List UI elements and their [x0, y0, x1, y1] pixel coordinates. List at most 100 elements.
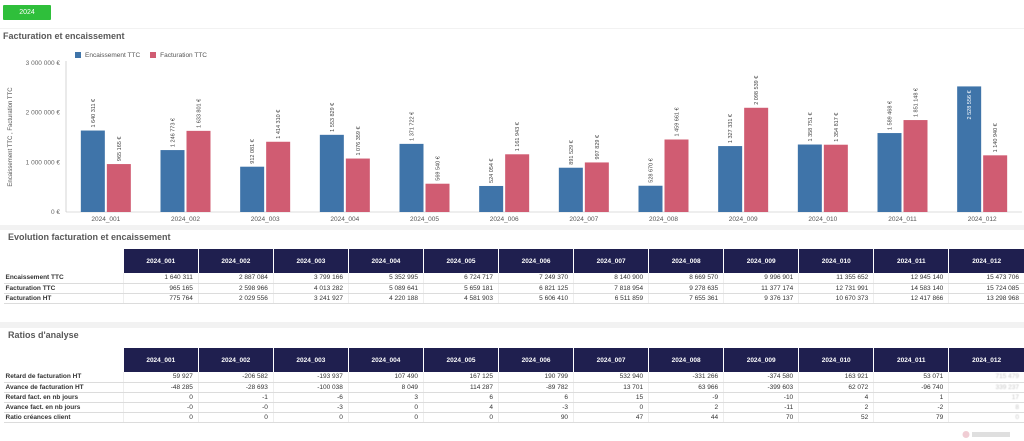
brand-logo: [962, 431, 1010, 438]
table-cell: 7 249 370: [498, 273, 574, 284]
y-tick-label: 0 €: [51, 209, 60, 216]
row-label: Facturation HT: [3, 293, 124, 304]
table-cell: 0: [422, 412, 499, 423]
legend-swatch-facturation: [150, 52, 157, 58]
bar-chart: Encaissement TTC , Facturation TTC 0 € 1 0…: [8, 60, 1022, 223]
ratios-column-header[interactable]: 2024_004: [347, 348, 424, 372]
table-cell: 0: [197, 412, 274, 423]
table-cell: 8 049: [347, 382, 424, 393]
table-cell: -89 782: [497, 382, 574, 393]
table-cell: 59 927: [122, 372, 199, 383]
table-cell: 15 724 085: [948, 283, 1024, 294]
table-cell: 4 013 282: [272, 283, 349, 294]
ratios-column-header[interactable]: 2024_006: [497, 348, 574, 372]
evolution-column-header[interactable]: 2024_001: [122, 249, 199, 273]
table-cell: 6: [422, 392, 499, 403]
table-cell: -0: [197, 402, 274, 413]
ratios-column-header[interactable]: 2024_007: [573, 348, 649, 372]
evolution-column-header[interactable]: 2024_010: [798, 249, 874, 273]
ratios-column-header[interactable]: 2024_002: [197, 348, 274, 372]
ratios-column-header[interactable]: 2024_012: [948, 348, 1024, 372]
table-row: Facturation HT 775 764 2 029 556 3 241 927 4…: [3, 293, 1024, 304]
legend-label-encaissement: Encaissement TTC: [85, 52, 141, 59]
table-cell: 2 598 966: [197, 283, 274, 294]
ratios-column-header[interactable]: 2024_008: [648, 348, 724, 372]
table-cell: 190 799: [497, 372, 574, 383]
bar-facturation: [425, 183, 450, 212]
evolution-column-header[interactable]: 2024_006: [498, 249, 574, 273]
table-row: Facturation TTC 965 165 2 598 966 4 013 282…: [3, 283, 1024, 294]
y-axis-title: Encaissement TTC , Facturation TTC: [8, 87, 14, 187]
bar-value-label: 1 358 751 €: [808, 112, 814, 141]
ratios-column-header[interactable]: 2024_003: [272, 348, 349, 372]
bar-facturation: [823, 144, 848, 212]
legend-item-facturation[interactable]: Facturation TTC: [150, 52, 207, 59]
table-cell: 7 818 954: [573, 283, 649, 294]
table-cell: 9 996 901: [723, 273, 799, 284]
evolution-corner-cell: [3, 249, 124, 273]
x-tick-label: 2024_004: [330, 216, 359, 223]
table-cell: 6 821 125: [498, 283, 574, 294]
table-cell: 9 278 635: [648, 283, 724, 294]
ratios-column-header[interactable]: 2024_005: [422, 348, 499, 372]
evolution-column-header[interactable]: 2024_002: [197, 249, 274, 273]
x-tick-label: 2024_009: [729, 216, 758, 223]
bar-encaissement: [80, 130, 105, 212]
table-cell: 2: [648, 402, 724, 413]
row-label: Retard de facturation HT: [3, 372, 124, 383]
table-cell: 3 799 166: [272, 273, 349, 284]
bar-value-label: 528 670 €: [649, 158, 655, 182]
legend-item-encaissement[interactable]: Encaissement TTC: [75, 52, 140, 59]
bar-value-label: 1 140 940 €: [993, 123, 999, 152]
table-cell: 17: [948, 392, 1024, 403]
table-cell: 167 125: [422, 372, 499, 383]
table-cell: 4: [422, 402, 499, 413]
table-cell: 0: [347, 412, 424, 423]
evolution-column-header[interactable]: 2024_011: [873, 249, 949, 273]
evolution-column-header[interactable]: 2024_009: [723, 249, 799, 273]
table-cell: 6 724 717: [422, 273, 499, 284]
legend-swatch-encaissement: [75, 52, 81, 58]
table-cell: -11: [723, 402, 799, 413]
ratios-column-header[interactable]: 2024_001: [122, 348, 199, 372]
table-cell: -48 285: [122, 382, 199, 393]
evolution-column-header[interactable]: 2024_005: [422, 249, 499, 273]
ratios-column-header[interactable]: 2024_011: [873, 348, 949, 372]
bar-value-label: 891 529 €: [569, 140, 575, 164]
evolution-column-header[interactable]: 2024_003: [272, 249, 349, 273]
table-cell: -193 937: [272, 372, 349, 383]
table-cell: -6: [272, 392, 349, 403]
evolution-column-header[interactable]: 2024_008: [648, 249, 724, 273]
table-cell: 63 966: [648, 382, 724, 393]
ratios-column-header[interactable]: 2024_009: [723, 348, 799, 372]
table-cell: -100 038: [272, 382, 349, 393]
bar-facturation: [345, 158, 370, 212]
x-tick-label: 2024_007: [569, 216, 598, 223]
bar-value-label: 1 246 773 €: [171, 118, 177, 147]
bar-encaissement: [877, 133, 902, 212]
table-cell: -0: [122, 402, 199, 413]
table-cell: 1: [873, 392, 949, 403]
bar-value-label: 2 528 556 €: [967, 90, 973, 119]
bar-value-label: 1 553 829 €: [330, 103, 336, 132]
table-cell: 79: [873, 412, 949, 423]
ratios-column-header[interactable]: 2024_010: [798, 348, 874, 372]
year-filter-button[interactable]: 2024: [3, 5, 51, 20]
x-tick-label: 2024_008: [649, 216, 678, 223]
evolution-column-header[interactable]: 2024_004: [347, 249, 424, 273]
table-cell: 4 220 188: [347, 293, 424, 304]
evolution-column-header[interactable]: 2024_007: [573, 249, 649, 273]
evolution-column-header[interactable]: 2024_012: [948, 249, 1024, 273]
x-tick-label: 2024_011: [888, 216, 917, 223]
table-cell: 6 511 859: [573, 293, 649, 304]
table-cell: -206 582: [197, 372, 274, 383]
table-row: Avance fact. en nb jours -0 -0 -3 0 4 -3 0 2 -11 2…: [3, 402, 1024, 413]
bar-value-label: 1 327 331 €: [728, 114, 734, 143]
table-cell: 0: [347, 402, 424, 413]
bar-value-label: 912 081 €: [250, 139, 256, 163]
table-cell: 6: [497, 392, 574, 403]
table-cell: 4: [798, 392, 874, 403]
table-cell: 1 640 311: [122, 273, 199, 284]
row-label: Avance de facturation HT: [3, 382, 124, 393]
bar-value-label: 1 161 943 €: [515, 122, 521, 151]
